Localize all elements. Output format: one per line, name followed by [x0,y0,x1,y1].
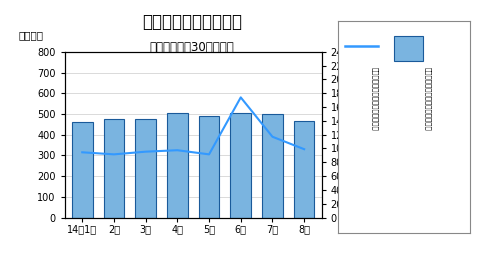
Bar [199,116,219,218]
Text: （時間）: （時間） [350,30,375,40]
Text: （事業所規樰30人以上）: （事業所規樰30人以上） [150,41,234,54]
Bar [72,122,93,218]
Text: 賃金と労働時間の推移: 賃金と労働時間の推移 [142,13,242,31]
Bar [104,119,124,218]
Bar [230,113,251,218]
Text: 常用労働者１人平均総実労働時間: 常用労働者１人平均総実労働時間 [425,67,432,131]
Bar [394,35,423,61]
Text: （千円）: （千円） [19,30,44,40]
Bar [167,113,188,218]
Bar [294,121,314,218]
Bar [262,114,283,218]
Bar [135,119,156,218]
Text: 常用労働者１人平均現金給与総額: 常用労働者１人平均現金給与総額 [372,67,379,131]
